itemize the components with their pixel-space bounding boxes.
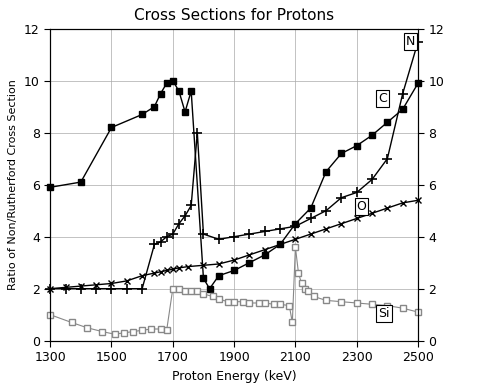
Text: C: C	[378, 92, 387, 105]
Text: Si: Si	[378, 307, 390, 320]
Title: Cross Sections for Protons: Cross Sections for Protons	[134, 8, 334, 23]
Text: N: N	[406, 35, 415, 48]
Text: O: O	[357, 200, 367, 213]
Y-axis label: Ratio of Non/Rutherford Cross Section: Ratio of Non/Rutherford Cross Section	[8, 79, 18, 290]
X-axis label: Proton Energy (keV): Proton Energy (keV)	[172, 369, 296, 383]
